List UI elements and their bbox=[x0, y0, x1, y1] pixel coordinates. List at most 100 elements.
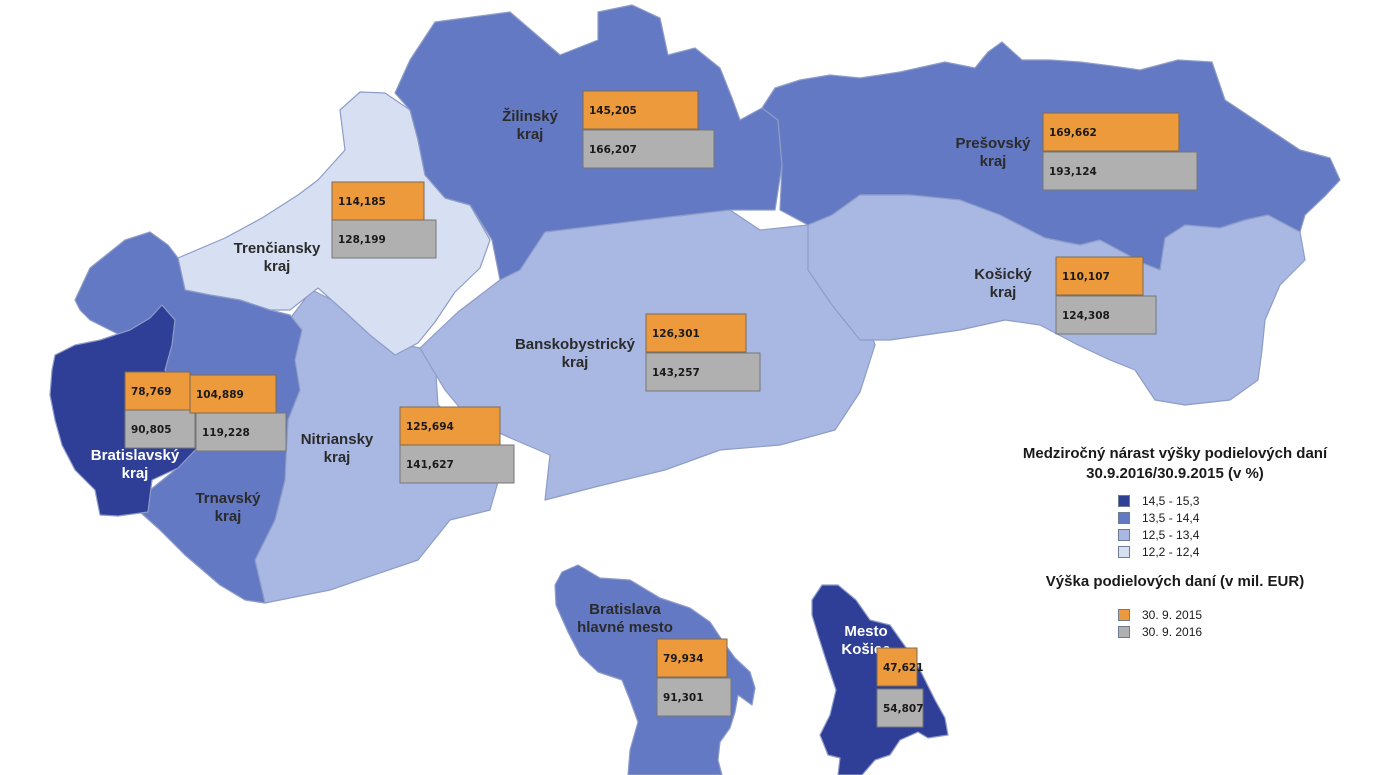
value-box-2015-trnavsky: 104,889 bbox=[189, 374, 277, 414]
value-label-2016: 141,627 bbox=[406, 459, 454, 471]
legend-swatch-class-1 bbox=[1118, 494, 1130, 507]
value-box-rect-2016 bbox=[1055, 295, 1157, 335]
value-box-2015-nitriansky: 125,694 bbox=[399, 406, 501, 446]
value-label-2016: 91,301 bbox=[663, 692, 704, 704]
region-label-trenciansky: Trenčiansky kraj bbox=[234, 240, 321, 275]
region-label-bratislavsky: Bratislavský kraj bbox=[91, 447, 180, 482]
value-box-2015-kosice-mesto: 47,621 bbox=[876, 647, 924, 687]
legend-swatch-class-2 bbox=[1118, 511, 1130, 524]
region-label-line: kraj bbox=[980, 153, 1007, 170]
value-box-rect-2016 bbox=[195, 412, 287, 452]
value-label-2016: 119,228 bbox=[202, 427, 250, 439]
value-label-2015: 47,621 bbox=[883, 662, 924, 674]
region-label-kosicky: Košický kraj bbox=[974, 266, 1032, 301]
value-box-rect-2015 bbox=[1042, 112, 1180, 152]
region-label-banskobystricky: Banskobystrický kraj bbox=[515, 336, 636, 371]
region-label-line: Mesto bbox=[844, 623, 887, 640]
value-box-2016-zilinsky: 166,207 bbox=[582, 129, 715, 169]
legend-growth-title: Medziročný nárast výšky podielových daní… bbox=[990, 444, 1360, 484]
legend-growth-label: 13,5 - 14,4 bbox=[1142, 510, 1200, 525]
legend-growth-label: 14,5 - 15,3 bbox=[1142, 493, 1200, 508]
value-box-2016-kosice-mesto: 54,807 bbox=[876, 688, 924, 728]
value-box-2016-banskobystricky: 143,257 bbox=[645, 352, 761, 392]
value-box-rect-2016 bbox=[331, 219, 437, 259]
legend-growth-label: 12,5 - 13,4 bbox=[1142, 527, 1200, 542]
legend-growth-item: 12,5 - 13,4 bbox=[1118, 526, 1360, 543]
value-label-2015: 125,694 bbox=[406, 421, 454, 433]
region-label-line: kraj bbox=[264, 258, 291, 275]
legend-swatch-class-3 bbox=[1118, 528, 1130, 541]
legend-growth-item: 13,5 - 14,4 bbox=[1118, 509, 1360, 526]
value-label-2015: 79,934 bbox=[663, 653, 704, 665]
region-label-line: kraj bbox=[324, 449, 351, 466]
legend-growth-item: 12,2 - 12,4 bbox=[1118, 543, 1360, 560]
region-label-line: Žilinský bbox=[502, 107, 559, 125]
map-legend: Medziročný nárast výšky podielových daní… bbox=[990, 444, 1360, 640]
value-box-2016-kosicky: 124,308 bbox=[1055, 295, 1157, 335]
region-label-line: kraj bbox=[122, 465, 149, 482]
value-box-2015-bratislava-mesto: 79,934 bbox=[656, 638, 728, 678]
value-box-rect-2015 bbox=[582, 90, 699, 130]
value-box-rect-2016 bbox=[656, 677, 732, 717]
value-box-rect-2015 bbox=[1055, 256, 1144, 296]
value-box-2016-trenciansky: 128,199 bbox=[331, 219, 437, 259]
value-label-2015: 145,205 bbox=[589, 105, 637, 117]
value-box-rect-2015 bbox=[876, 647, 918, 687]
legend-swatch-class-4 bbox=[1118, 545, 1130, 558]
value-box-rect-2015 bbox=[645, 313, 747, 353]
value-box-rect-2015 bbox=[124, 371, 191, 411]
value-box-2015-bratislavsky: 78,769 bbox=[124, 371, 191, 411]
legend-growth-classes: 14,5 - 15,3 13,5 - 14,4 12,5 - 13,4 12,2… bbox=[990, 492, 1360, 560]
region-label-line: kraj bbox=[562, 354, 589, 371]
region-label-line: Prešovský bbox=[955, 135, 1031, 152]
legend-amount-item: 30. 9. 2016 bbox=[1118, 623, 1360, 640]
value-label-2016: 128,199 bbox=[338, 234, 386, 246]
legend-amount-title: Výška podielových daní (v mil. EUR) bbox=[1045, 573, 1305, 590]
value-label-2015: 169,662 bbox=[1049, 127, 1097, 139]
region-label-line: Trnavský bbox=[195, 490, 261, 507]
value-box-2015-trenciansky: 114,185 bbox=[331, 181, 425, 221]
value-label-2016: 193,124 bbox=[1049, 166, 1097, 178]
region-label-nitriansky: Nitriansky kraj bbox=[301, 431, 374, 466]
legend-growth-label: 12,2 - 12,4 bbox=[1142, 544, 1200, 559]
legend-swatch-2016 bbox=[1118, 625, 1130, 638]
value-box-2015-zilinsky: 145,205 bbox=[582, 90, 699, 130]
value-label-2015: 110,107 bbox=[1062, 271, 1110, 283]
region-label-line: kraj bbox=[517, 126, 544, 143]
value-box-2016-trnavsky: 119,228 bbox=[195, 412, 287, 452]
legend-growth-title-line1: Medziročný nárast výšky podielových daní bbox=[1022, 445, 1328, 462]
value-label-2015: 126,301 bbox=[652, 328, 700, 340]
value-box-2016-presovsky: 193,124 bbox=[1042, 151, 1198, 191]
value-label-2015: 104,889 bbox=[196, 389, 244, 401]
region-label-line: Banskobystrický bbox=[515, 336, 636, 353]
region-label-line: Nitriansky bbox=[301, 431, 374, 448]
value-box-rect-2015 bbox=[331, 181, 425, 221]
region-label-trnavsky: Trnavský kraj bbox=[195, 490, 261, 525]
legend-growth-item: 14,5 - 15,3 bbox=[1118, 492, 1360, 509]
legend-amount-item: 30. 9. 2015 bbox=[1118, 606, 1360, 623]
region-label-line: kraj bbox=[215, 508, 242, 525]
value-box-rect-2015 bbox=[189, 374, 277, 414]
value-box-rect-2015 bbox=[656, 638, 728, 678]
value-box-2015-presovsky: 169,662 bbox=[1042, 112, 1180, 152]
value-label-2015: 114,185 bbox=[338, 196, 386, 208]
value-box-2015-kosicky: 110,107 bbox=[1055, 256, 1144, 296]
region-label-line: Košický bbox=[974, 266, 1032, 283]
value-label-2016: 166,207 bbox=[589, 144, 637, 156]
region-label-line: Bratislava bbox=[589, 601, 661, 618]
region-label-bratislava-mesto: Bratislava hlavné mesto bbox=[577, 601, 673, 636]
value-box-2016-nitriansky: 141,627 bbox=[399, 444, 515, 484]
value-box-2016-bratislava-mesto: 91,301 bbox=[656, 677, 732, 717]
value-box-rect-2016 bbox=[1042, 151, 1198, 191]
legend-swatch-2015 bbox=[1118, 608, 1130, 621]
legend-growth-title-line2: 30.9.2016/30.9.2015 (v %) bbox=[1086, 465, 1264, 482]
legend-amount-label: 30. 9. 2015 bbox=[1142, 607, 1203, 622]
value-label-2016: 143,257 bbox=[652, 367, 700, 379]
region-label-line: Bratislavský bbox=[91, 447, 180, 464]
region-bratislava-mesto bbox=[554, 564, 756, 775]
value-box-rect-2016 bbox=[645, 352, 761, 392]
value-box-rect-2016 bbox=[876, 688, 924, 728]
region-label-zilinsky: Žilinský kraj bbox=[502, 107, 559, 143]
value-box-rect-2016 bbox=[582, 129, 715, 169]
region-label-line: kraj bbox=[990, 284, 1017, 301]
